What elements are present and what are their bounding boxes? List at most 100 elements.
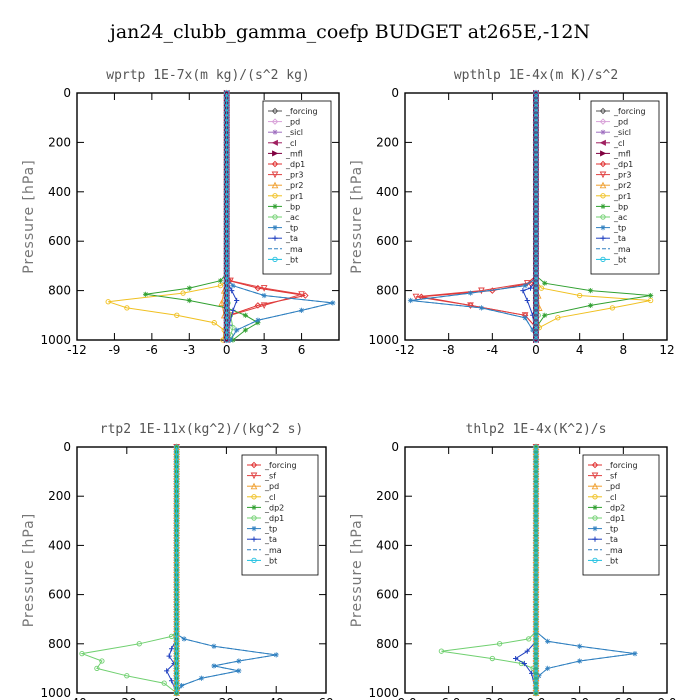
legend-label: _dp1: [264, 514, 284, 523]
legend-marker: [599, 181, 607, 189]
plot-frame: [76, 92, 340, 341]
x-tick-label: -8: [443, 343, 455, 357]
series-dp1: [79, 447, 178, 694]
legend: _forcing _sf_pd _cl_dp2 _dp1 _tp_ta _ma_bt: [582, 454, 660, 576]
x-tick-label: 0: [223, 343, 231, 357]
data-point: [538, 285, 545, 291]
legend-label: _ta: [605, 535, 618, 544]
data-point: [234, 327, 240, 333]
data-point: [478, 287, 485, 295]
legend-marker: [600, 203, 606, 209]
data-point: [227, 337, 234, 343]
legend-marker: [272, 235, 278, 241]
data-point: [224, 174, 230, 180]
data-point: [533, 194, 539, 200]
y-axis-label: Pressure [hPa]: [349, 159, 365, 273]
legend-marker: [271, 107, 279, 115]
data-point: [533, 596, 539, 603]
data-point: [533, 532, 539, 539]
data-point: [522, 283, 528, 289]
legend-entry: _dp1: [268, 160, 305, 169]
data-point: [173, 513, 180, 519]
y-tick-label: 800: [376, 637, 399, 651]
data-point: [632, 651, 638, 657]
data-point: [224, 292, 230, 299]
data-point: [533, 199, 539, 205]
data-point: [173, 665, 180, 672]
legend-label: _bt: [285, 255, 298, 264]
y-axis-label: Pressure [hPa]: [349, 513, 365, 627]
data-point: [224, 144, 230, 150]
data-point: [173, 557, 180, 563]
series-bt: [533, 444, 539, 696]
legend: _forcing_pd_sicl_cl_mfl_dp1_pr3_pr2_pr1_…: [262, 100, 332, 275]
legend-label: _tp: [285, 224, 298, 233]
data-point: [173, 606, 180, 613]
legend-entry: _forcing: [247, 461, 297, 470]
data-point: [533, 552, 539, 558]
legend-marker: [271, 118, 279, 125]
data-point: [533, 646, 539, 652]
data-point: [533, 572, 539, 578]
legend-marker: [591, 482, 599, 490]
data-point: [178, 683, 185, 689]
data-point: [533, 253, 539, 259]
series-line: [145, 93, 259, 341]
data-point: [230, 324, 236, 331]
x-tick-label: -6: [146, 343, 158, 357]
data-point: [224, 213, 230, 220]
data-point: [533, 115, 539, 121]
data-point: [533, 124, 539, 131]
legend-label: _pr2: [285, 181, 303, 190]
data-point: [647, 297, 654, 304]
legend-marker: [250, 461, 258, 469]
data-point: [533, 203, 539, 210]
data-point: [224, 322, 230, 328]
data-point: [533, 680, 539, 686]
legend-entry: _pr1: [596, 192, 631, 201]
data-point: [173, 459, 180, 465]
legend-label: _cl: [605, 493, 617, 502]
legend-marker: [600, 225, 606, 231]
data-point: [217, 283, 224, 289]
data-point: [533, 139, 539, 146]
legend-marker: [599, 160, 607, 168]
data-point: [533, 606, 539, 613]
y-tick-label: 400: [48, 538, 71, 552]
data-point: [224, 184, 230, 190]
legend-entry: _bt: [588, 556, 618, 565]
data-point: [224, 189, 230, 195]
legend-label: _pd: [285, 118, 300, 127]
legend-entry: _ta: [247, 535, 277, 544]
data-point: [533, 208, 539, 215]
data-point: [467, 290, 474, 296]
legend-entry: _tp: [268, 224, 298, 233]
data-point: [173, 449, 180, 455]
data-point: [173, 518, 180, 524]
legend-entry: _ma: [588, 546, 623, 555]
x-tick-label: -4: [486, 343, 498, 357]
data-point: [533, 567, 539, 573]
data-point: [173, 582, 180, 588]
data-point: [533, 591, 539, 598]
data-point: [533, 493, 539, 499]
data-point: [533, 508, 539, 514]
series-line: [176, 447, 277, 694]
data-point: [173, 567, 180, 573]
data-point: [173, 454, 180, 460]
legend-label: _forcing: [605, 461, 638, 470]
data-point: [173, 680, 180, 686]
data-point: [255, 317, 261, 323]
legend-entry: _pd: [268, 118, 300, 127]
legend-label: _bp: [613, 202, 628, 211]
legend-marker: [599, 107, 607, 115]
data-point: [533, 587, 539, 593]
data-point: [173, 660, 180, 667]
data-point: [224, 95, 230, 101]
data-point: [542, 312, 548, 318]
legend-label: _ac: [285, 213, 299, 222]
data-point: [224, 278, 230, 284]
data-point: [533, 297, 539, 304]
x-tick-label: 6.0: [614, 696, 633, 700]
legend-label: _pr1: [285, 192, 303, 201]
